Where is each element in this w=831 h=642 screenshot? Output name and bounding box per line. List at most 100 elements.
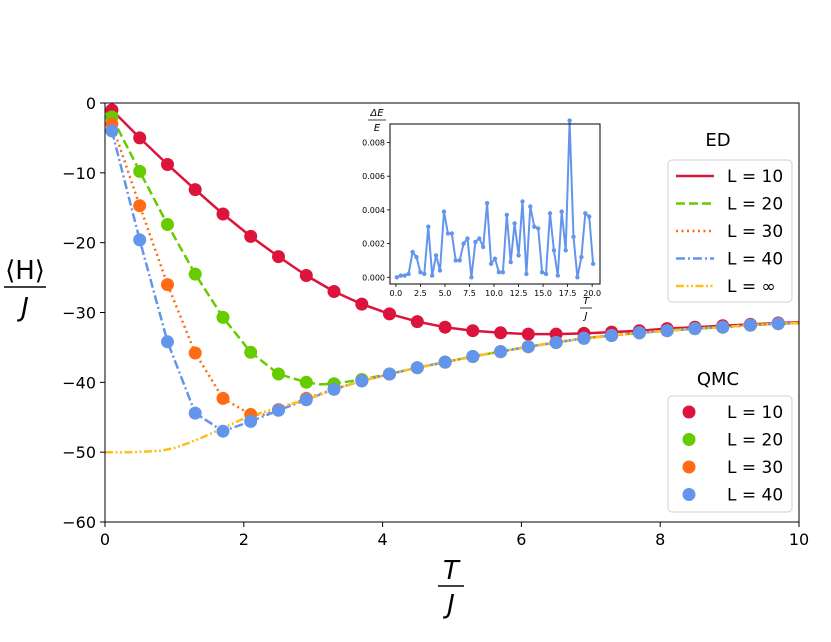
qmc-point-l-40	[216, 424, 230, 438]
legend-ed-label: L = 40	[727, 250, 783, 270]
qmc-point-l-40	[105, 124, 119, 138]
inset-point	[469, 275, 474, 280]
qmc-point-l-20	[188, 267, 202, 281]
plot-area	[104, 102, 800, 523]
inset-x-ticks: 0.0 2.5 5.0 7.5 10.0 12.5 15.0 17.5 20.0	[390, 284, 601, 298]
legend-qmc-label: L = 30	[727, 458, 783, 478]
qmc-point-l-20	[272, 367, 285, 381]
qmc-point-l-40	[605, 329, 619, 342]
y-tick-label: 0	[86, 94, 96, 113]
qmc-point-l-40	[410, 361, 424, 375]
inset-point	[500, 270, 506, 275]
y-axis-ticks: 0 −10 −20 −30 −40 −50 −60	[62, 94, 105, 532]
inset-point	[461, 241, 466, 246]
x-axis-ticks: 0 2 4 6 8 10	[100, 522, 809, 549]
inset-point	[430, 273, 435, 278]
inset-point	[579, 254, 584, 260]
inset-point	[402, 273, 407, 278]
inset-point	[504, 212, 509, 218]
inset-x-tick-label: 2.5	[414, 289, 427, 298]
inset-point	[587, 214, 592, 219]
qmc-point-l-40	[355, 374, 369, 388]
y-tick-label: −60	[62, 513, 96, 532]
inset-point	[422, 271, 427, 277]
inset-point	[583, 211, 588, 216]
legend-qmc-marker	[682, 460, 696, 474]
qmc-point-l-40	[660, 324, 674, 338]
inset-chart: 0.0 2.5 5.0 7.5 10.0 12.5 15.0 17.5 20.0 0.0000.…	[362, 108, 601, 322]
qmc-point-l-40	[494, 345, 508, 359]
qmc-point-l-40	[632, 326, 646, 340]
qmc-point-l-30	[161, 278, 174, 292]
inset-x-tick-label: 0.0	[390, 289, 403, 298]
inset-point	[508, 259, 513, 265]
inset-point	[410, 249, 415, 255]
inset-point	[445, 231, 451, 236]
qmc-point-l-40	[577, 331, 591, 345]
inset-point	[575, 275, 580, 280]
inset-line	[394, 118, 596, 280]
qmc-point-l-20	[133, 164, 147, 178]
inset-point	[453, 258, 458, 263]
inset-point	[465, 236, 470, 241]
qmc-point-l-40	[549, 336, 563, 349]
legend-qmc-marker	[682, 433, 696, 446]
inset-point	[547, 211, 553, 216]
inset-point	[496, 270, 502, 275]
inset-point	[563, 248, 568, 253]
qmc-point-l-40	[383, 367, 396, 381]
inset-point	[437, 268, 443, 273]
legend-ed-title: ED	[705, 130, 730, 151]
legend-ed: ED L = 10 L = 20 L = 30 L = 40 L = ∞	[667, 130, 793, 303]
qmc-point-l-10	[521, 327, 535, 341]
legend-qmc-marker	[682, 488, 696, 501]
qmc-point-l-10	[133, 131, 147, 145]
inset-point	[398, 273, 403, 278]
inset-x-tick-label: 15.0	[534, 289, 552, 298]
qmc-point-l-10	[410, 315, 424, 329]
y-tick-label: −50	[62, 443, 96, 462]
inset-y-label: ΔE E	[368, 108, 386, 134]
inset-y-tick-label: 0.008	[362, 139, 385, 148]
qmc-point-l-40	[244, 414, 258, 428]
inset-point	[484, 201, 490, 206]
inset-frame	[389, 123, 601, 285]
qmc-point-l-20	[161, 218, 174, 231]
inset-point	[457, 258, 462, 263]
legend-qmc: QMC L = 10 L = 20 L = 30 L = 40	[667, 369, 793, 513]
inset-y-tick-label: 0.006	[362, 172, 385, 181]
qmc-point-l-10	[244, 229, 258, 243]
inset-point	[414, 254, 419, 260]
inset-point	[481, 244, 486, 250]
y-tick-label: −10	[62, 164, 96, 183]
x-tick-label: 10	[789, 530, 809, 549]
legend-qmc-title: QMC	[697, 369, 739, 390]
y-label-numerator: ⟨H⟩	[5, 256, 45, 286]
inset-x-label-numerator: T	[583, 296, 590, 307]
qmc-point-l-10	[299, 269, 313, 282]
inset-point	[551, 248, 557, 253]
qmc-point-l-20	[299, 375, 313, 389]
inset-x-tick-label: 20.0	[583, 289, 601, 298]
y-tick-label: −30	[62, 304, 96, 323]
qmc-point-l-10	[327, 285, 341, 298]
inset-point	[426, 224, 431, 229]
inset-y-tick-label: 0.002	[362, 240, 385, 249]
x-tick-label: 6	[516, 530, 526, 549]
qmc-point-l-30	[216, 391, 230, 405]
inset-y-label-denominator: E	[374, 123, 381, 134]
inset-y-label-numerator: ΔE	[369, 108, 384, 119]
qmc-point-l-20	[244, 345, 258, 359]
qmc-point-l-40	[327, 382, 341, 396]
inset-x-tick-label: 12.5	[510, 289, 528, 298]
qmc-point-l-30	[188, 346, 202, 360]
qmc-point-l-40	[743, 318, 757, 332]
inset-x-label: T J	[580, 296, 592, 322]
qmc-point-l-40	[161, 335, 174, 349]
qmc-point-l-40	[299, 393, 313, 407]
inset-point	[524, 271, 529, 277]
qmc-point-l-40	[133, 233, 147, 247]
qmc-point-l-10	[216, 207, 230, 221]
inset-x-tick-label: 5.0	[439, 289, 452, 298]
inset-point	[532, 224, 537, 229]
